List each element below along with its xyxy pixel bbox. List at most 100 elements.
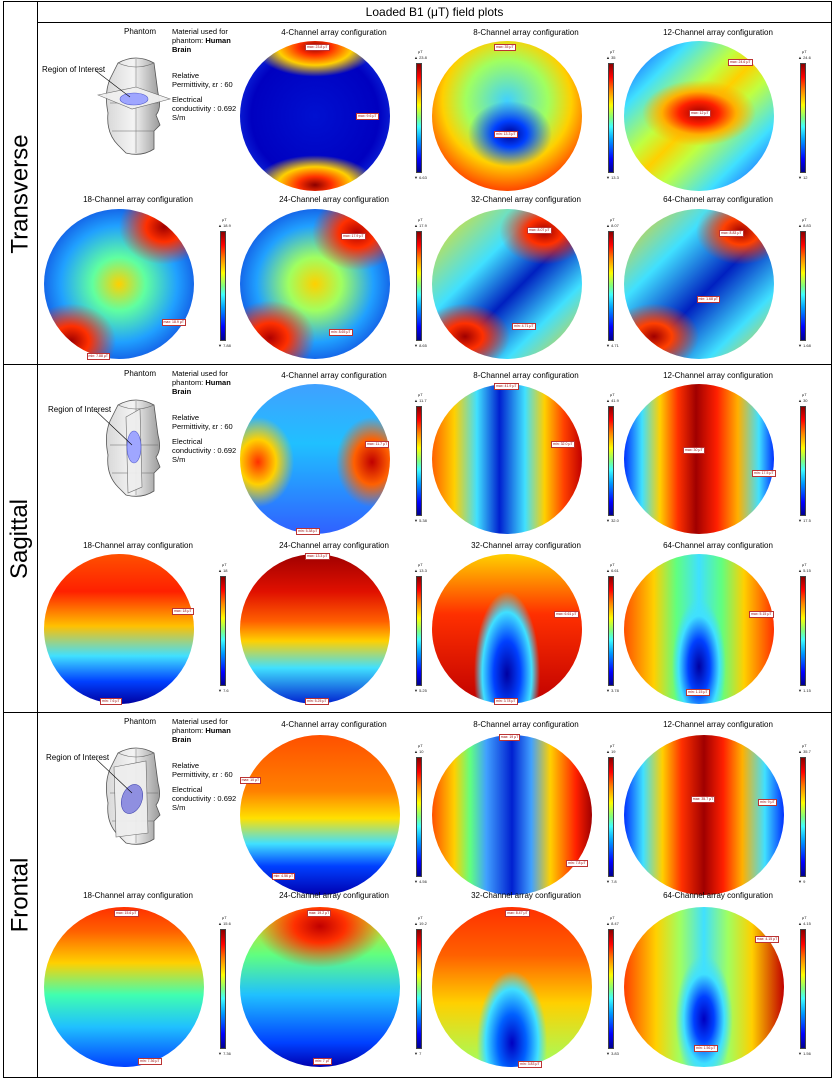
probe-max-label: max: 13.3 μT [305,552,330,560]
panel-title: 12-Channel array configuration [663,371,773,380]
colorbar-min: ▼ 12 [798,175,808,180]
colorbar-max: ▲ 19 [606,749,616,754]
probe-max-label: max: 8.83 μT [719,230,744,237]
section-transverse: Phantom Region of Interest Material used f… [38,23,832,364]
b1-field-map [240,554,390,704]
colorbar-min: ▼ 13.3 [606,175,619,180]
figure-header: Loaded B1 (μT) field plots [37,1,832,23]
colorbar-min: ▼ 5.25 [414,688,427,693]
colorbar-unit: μT [802,562,807,567]
colorbar [220,929,226,1049]
probe-min-label: max: 9.6 μT [356,113,379,120]
panel-title: 4-Channel array configuration [281,720,387,729]
phantom-material-info: Material used for phantom: Human Brain [172,27,238,54]
section-frontal: Phantom Region of Interest Material used f… [38,713,832,1077]
probe-min-label: min: 32.0 μT [551,441,575,448]
colorbar-unit: μT [610,392,615,397]
colorbar [608,231,614,341]
phantom-material-info: Material used for phantom: Human Brain [172,369,238,396]
b1-field-map [240,384,390,534]
panel-title: 32-Channel array configuration [471,541,581,550]
probe-max-label: max: 8.07 μT [527,227,552,234]
colorbar-max: ▲ 24.6 [798,55,811,60]
colorbar [800,231,806,341]
colorbar [608,576,614,686]
probe-min-label: max: 12 μT [689,110,711,117]
row-label-divider [37,1,38,1078]
colorbar [416,406,422,516]
probe-max-label: max: 18.9 μT [161,318,186,326]
probe-max-label: max: 18 μT [172,608,194,615]
probe-max-label: max: 35.7 μT [690,796,716,803]
panel-title: 32-Channel array configuration [471,891,581,900]
colorbar-unit: μT [802,49,807,54]
region-of-interest-label: Region of Interest [42,65,106,74]
panel-title: 24-Channel array configuration [279,541,389,550]
b1-field-map [624,209,774,359]
colorbar [608,929,614,1049]
colorbar-max: ▲ 8.07 [606,223,619,228]
colorbar-min: ▼ 17.5 [798,518,811,523]
probe-min-label: min: 4.56 μT [271,872,296,880]
colorbar-unit: μT [610,217,615,222]
probe-max-label: max: 10 μT [239,776,262,784]
colorbar [608,63,614,173]
colorbar-unit: μT [418,392,423,397]
colorbar-unit: μT [610,49,615,54]
phantom-block: Phantom Region of Interest Material used f… [38,365,236,535]
colorbar-min: ▼ 1.68 [798,343,811,348]
colorbar [608,406,614,516]
b1-field-map [44,209,194,359]
colorbar-min: ▼ 9 [798,879,806,884]
colorbar [416,929,422,1049]
colorbar [220,231,226,341]
colorbar-min: ▼ 6.63 [414,175,427,180]
b1-field-map [432,384,582,534]
colorbar-min: ▼ 7.36 [218,1051,231,1056]
panel-title: 18-Channel array configuration [83,891,193,900]
probe-max-label: max: 24.6 μT [728,59,753,66]
electrical-conductivity: Electrical conductivity : 0.692 S/m [172,95,237,122]
panel-title: 8-Channel array configuration [473,28,579,37]
colorbar-max: ▲ 23.8 [414,55,427,60]
phantom-head-model [96,399,161,497]
panel-title: 64-Channel array configuration [663,195,773,204]
section-label-transverse: Transverse [6,133,34,254]
colorbar-unit: μT [802,915,807,920]
relative-permittivity: Relative Permittivity, εr : 60 [172,413,233,431]
probe-min-label: min: 1.56 μT [694,1044,718,1052]
b1-field-map [240,907,400,1067]
probe-min-label: min: 17.5 μT [752,469,776,477]
probe-min-label: min: 7.6 μT [100,698,122,705]
colorbar-min: ▼ 3.83 [606,1051,619,1056]
region-of-interest-label: Region of Interest [48,405,112,414]
colorbar-max: ▲ 6.61 [606,568,619,573]
colorbar-max: ▲ 18 [218,568,228,573]
phantom-title: Phantom [124,369,157,378]
relative-permittivity: Relative Permittivity, εr : 60 [172,761,233,779]
probe-max-label: max: 19.2 μT [306,910,332,918]
section-divider-2 [3,712,832,713]
colorbar-unit: μT [418,49,423,54]
b1-field-map [240,209,390,359]
b1-field-map [432,907,592,1067]
probe-max-label: max: 19 μT [498,733,521,741]
panel-title: 64-Channel array configuration [663,891,773,900]
panel-title: 12-Channel array configuration [663,28,773,37]
probe-min-label: min: 7 μT [313,1057,332,1065]
probe-max-label: max: 23.8 μT [305,44,330,51]
colorbar-unit: μT [610,562,615,567]
colorbar-unit: μT [418,562,423,567]
material-label: Material used for phantom: [172,27,228,45]
probe-max-label: max: 17.9 μT [341,233,366,240]
electrical-conductivity: Electrical conductivity : 0.692 S/m [172,785,237,812]
probe-max-label: max: 8.47 μT [505,910,530,918]
panel-title: 4-Channel array configuration [281,371,387,380]
probe-min-label: min: 5.25 μT [305,698,329,705]
colorbar-max: ▲ 18.9 [218,223,231,228]
probe-min-label: min: 13.3 μT [494,131,518,138]
colorbar-max: ▲ 17.9 [414,223,427,228]
electrical-conductivity: Electrical conductivity : 0.692 S/m [172,437,237,464]
colorbar [416,576,422,686]
colorbar-min: ▼ 32.0 [606,518,619,523]
